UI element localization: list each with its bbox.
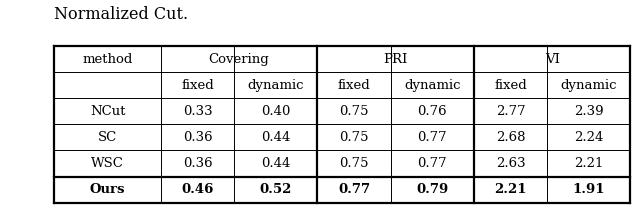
Text: WSC: WSC	[91, 157, 124, 170]
Text: method: method	[83, 52, 132, 66]
Text: fixed: fixed	[181, 79, 214, 92]
Text: 0.75: 0.75	[339, 157, 369, 170]
Text: dynamic: dynamic	[248, 79, 304, 92]
Text: Normalized Cut.: Normalized Cut.	[54, 6, 189, 23]
Text: 2.77: 2.77	[496, 105, 525, 118]
Text: 2.21: 2.21	[574, 157, 604, 170]
Text: 0.77: 0.77	[417, 131, 447, 144]
Text: 1.91: 1.91	[573, 183, 605, 196]
Text: 2.24: 2.24	[574, 131, 604, 144]
Text: dynamic: dynamic	[561, 79, 617, 92]
Text: 0.77: 0.77	[338, 183, 370, 196]
Text: Covering: Covering	[209, 52, 269, 66]
Text: 0.40: 0.40	[261, 105, 291, 118]
Text: Ours: Ours	[90, 183, 125, 196]
Text: 2.68: 2.68	[496, 131, 525, 144]
Text: fixed: fixed	[494, 79, 527, 92]
Text: 0.77: 0.77	[417, 157, 447, 170]
Text: 0.75: 0.75	[339, 131, 369, 144]
Text: 0.76: 0.76	[417, 105, 447, 118]
Text: NCut: NCut	[90, 105, 125, 118]
Text: 0.75: 0.75	[339, 105, 369, 118]
Text: dynamic: dynamic	[404, 79, 461, 92]
Text: 2.39: 2.39	[574, 105, 604, 118]
Text: 0.79: 0.79	[416, 183, 449, 196]
Text: 0.44: 0.44	[261, 157, 291, 170]
Text: fixed: fixed	[338, 79, 371, 92]
Text: 0.44: 0.44	[261, 131, 291, 144]
Text: 0.46: 0.46	[181, 183, 214, 196]
Text: SC: SC	[98, 131, 117, 144]
Text: 0.36: 0.36	[183, 157, 212, 170]
Text: 0.36: 0.36	[183, 131, 212, 144]
Text: 0.52: 0.52	[260, 183, 292, 196]
Text: 2.21: 2.21	[494, 183, 527, 196]
Text: VI: VI	[545, 52, 559, 66]
Text: 2.63: 2.63	[496, 157, 525, 170]
Text: PRI: PRI	[383, 52, 408, 66]
Text: 0.33: 0.33	[183, 105, 212, 118]
